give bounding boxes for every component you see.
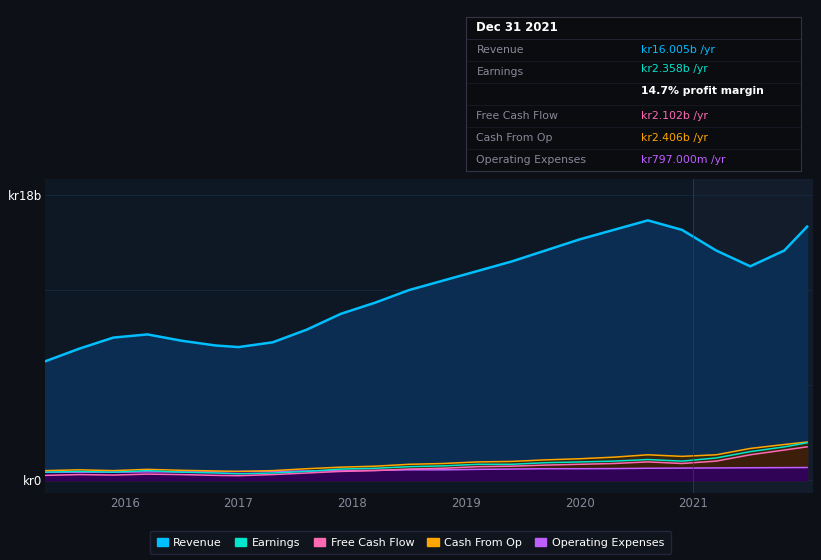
Text: Operating Expenses: Operating Expenses [476, 155, 586, 165]
Text: 14.7% profit margin: 14.7% profit margin [640, 86, 764, 96]
Text: kr16.005b /yr: kr16.005b /yr [640, 45, 714, 55]
Text: kr797.000m /yr: kr797.000m /yr [640, 155, 725, 165]
Text: kr2.406b /yr: kr2.406b /yr [640, 133, 708, 143]
Text: kr2.102b /yr: kr2.102b /yr [640, 111, 708, 121]
Text: Cash From Op: Cash From Op [476, 133, 553, 143]
Text: Free Cash Flow: Free Cash Flow [476, 111, 558, 121]
Text: Earnings: Earnings [476, 67, 524, 77]
Text: Revenue: Revenue [476, 45, 524, 55]
Text: Dec 31 2021: Dec 31 2021 [476, 21, 558, 34]
Bar [694, 179, 813, 493]
Legend: Revenue, Earnings, Free Cash Flow, Cash From Op, Operating Expenses: Revenue, Earnings, Free Cash Flow, Cash … [150, 531, 671, 554]
Text: kr2.358b /yr: kr2.358b /yr [640, 63, 707, 73]
